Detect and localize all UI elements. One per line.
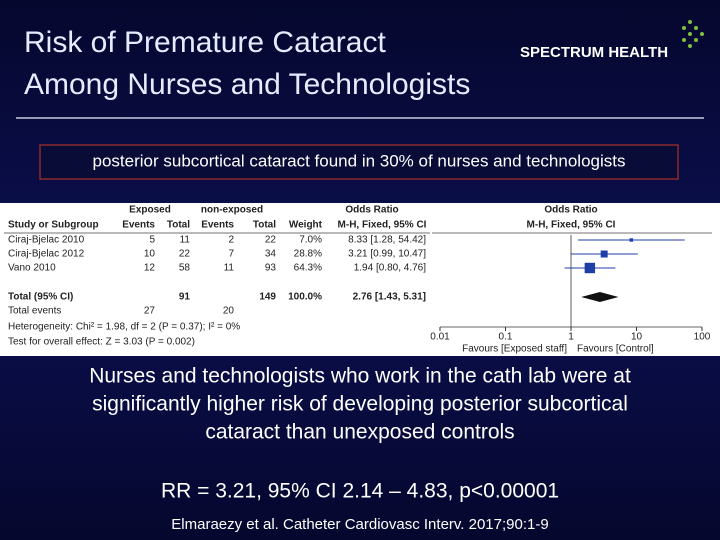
banner-box xyxy=(39,144,679,180)
result-text: RR = 3.21, 95% CI 2.14 – 4.83, p<0.00001 xyxy=(161,480,559,503)
table-cell: 100.0% xyxy=(288,292,322,303)
forest-plot: Exposed non-exposed Odds Ratio Odds Ratio St… xyxy=(0,203,720,356)
axis-label: Favours [Control] xyxy=(577,344,654,355)
x-tick-label: 0.01 xyxy=(430,332,450,343)
table-cell: 5 xyxy=(149,235,155,246)
header: Odds Ratio xyxy=(345,205,398,216)
table-cell: 34 xyxy=(265,249,277,260)
table-cell: Total (95% CI) xyxy=(8,292,73,303)
table-cell: 3.21 [0.99, 10.47] xyxy=(348,249,426,260)
table-cell: 2 xyxy=(228,235,234,246)
table-cell: 11 xyxy=(224,263,235,274)
table-cell: Heterogeneity: Chi² = 1.98, df = 2 (P = … xyxy=(8,322,240,333)
table-cell: 27 xyxy=(144,306,156,317)
table-cell: 20 xyxy=(223,306,235,317)
odds-ratio-marker xyxy=(584,262,596,274)
header: Study or Subgroup xyxy=(8,220,99,231)
table-cell: Total events xyxy=(8,306,61,317)
table-cell: 149 xyxy=(259,292,276,303)
table-cell: 1.94 [0.80, 4.76] xyxy=(354,263,427,274)
body-text: Nurses and technologists who work in the… xyxy=(89,365,631,388)
table-cell: 64.3% xyxy=(294,263,322,274)
table-cell: Ciraj-Bjelac 2012 xyxy=(8,249,85,260)
forest-panel xyxy=(0,203,720,356)
table-cell: 8.33 [1.28, 54.42] xyxy=(348,235,426,246)
table-cell: 12 xyxy=(144,263,156,274)
table-cell: 58 xyxy=(179,263,191,274)
logo-text: SPECTRUM HEALTH xyxy=(520,44,668,61)
x-tick-label: 10 xyxy=(631,332,643,343)
header: Exposed xyxy=(129,205,171,216)
header: Events xyxy=(201,220,234,231)
table-cell: 22 xyxy=(265,235,277,246)
header: M-H, Fixed, 95% CI xyxy=(527,220,616,231)
x-tick-label: 100 xyxy=(694,332,711,343)
citation: Elmaraezy et al. Catheter Cardiovasc Int… xyxy=(171,516,548,533)
odds-ratio-marker xyxy=(629,238,634,242)
banner-text: posterior subcortical cataract found in … xyxy=(93,151,626,170)
table-cell: 7.0% xyxy=(299,235,322,246)
x-tick-label: 0.1 xyxy=(499,332,513,343)
axis-label: Favours [Exposed staff] xyxy=(462,344,567,355)
header: M-H, Fixed, 95% CI xyxy=(338,220,427,231)
header: Weight xyxy=(289,220,323,231)
title-line: Risk of Premature Cataract xyxy=(24,26,386,59)
header: Odds Ratio xyxy=(544,205,597,216)
header: Events xyxy=(122,220,155,231)
table-cell: 22 xyxy=(179,249,191,260)
table-cell: 91 xyxy=(179,292,191,303)
table-cell: 28.8% xyxy=(294,249,322,260)
header: Total xyxy=(253,220,276,231)
table-cell: 7 xyxy=(228,249,234,260)
table-cell: 2.76 [1.43, 5.31] xyxy=(353,292,426,303)
table-cell: 93 xyxy=(265,263,277,274)
table-cell: 10 xyxy=(144,249,156,260)
body-text: cataract than unexposed controls xyxy=(205,421,514,444)
table-cell: 11 xyxy=(180,235,191,246)
header: Total xyxy=(167,220,190,231)
table-cell: Vano 2010 xyxy=(8,263,56,274)
x-tick-label: 1 xyxy=(568,332,574,343)
header: non-exposed xyxy=(201,205,263,216)
table-cell: Ciraj-Bjelac 2010 xyxy=(8,235,85,246)
odds-ratio-marker xyxy=(600,250,608,258)
logo: SPECTRUM HEALTH xyxy=(520,20,704,61)
title-line: Among Nurses and Technologists xyxy=(24,68,470,101)
table-cell: Test for overall effect: Z = 3.03 (P = 0… xyxy=(8,337,195,348)
body-text: significantly higher risk of developing … xyxy=(92,393,628,416)
pooled-diamond xyxy=(581,292,619,302)
